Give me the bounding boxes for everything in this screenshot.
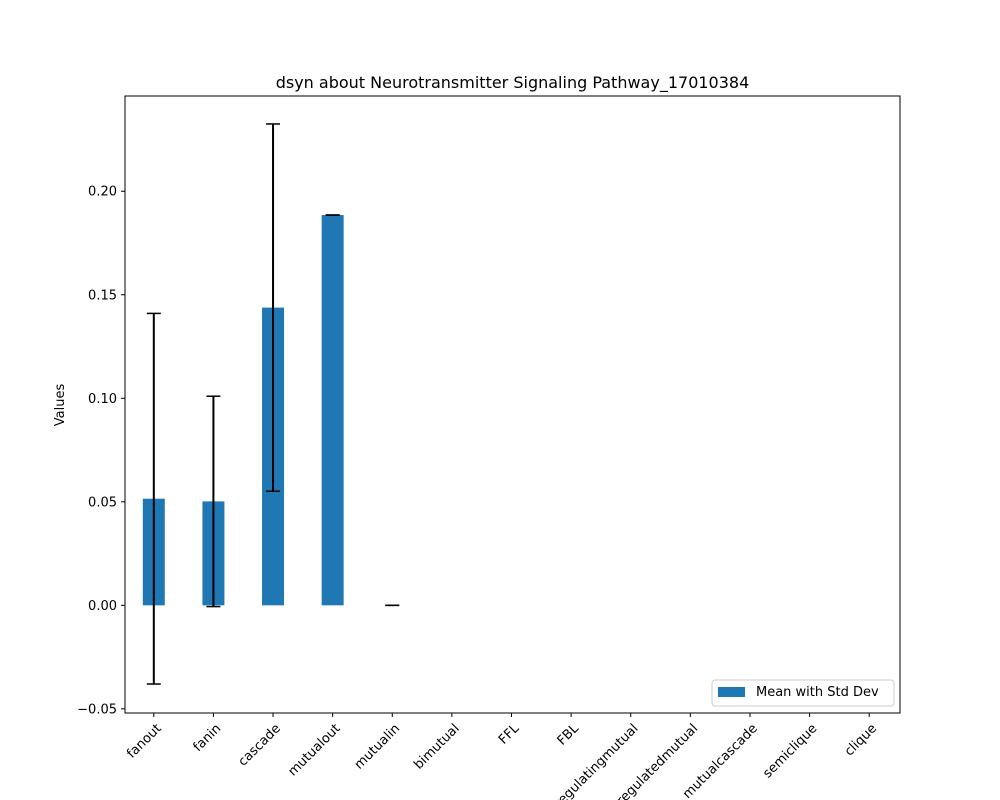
legend-label: Mean with Std Dev	[756, 685, 879, 700]
y-tick-label: 0.10	[88, 392, 117, 407]
y-tick-label: −0.05	[77, 702, 117, 717]
x-tick-label: FBL	[555, 721, 583, 749]
x-axis: fanout fanin cascade mutualout mutualin bimut…	[124, 713, 880, 800]
bar-mutualout	[321, 215, 344, 606]
x-tick-label: mutualin	[352, 721, 403, 772]
y-tick-label: 0.00	[88, 599, 117, 614]
error-bars-layer	[146, 123, 400, 685]
plot-frame	[124, 95, 901, 714]
x-tick-label: bimutual	[411, 721, 462, 772]
y-axis: −0.05 0.00 0.05 0.10 0.15 0.20	[77, 185, 125, 717]
y-tick-label: 0.20	[88, 185, 117, 200]
x-tick-label: cascade	[236, 721, 284, 769]
x-tick-label: FFL	[496, 721, 523, 748]
y-tick-label: 0.05	[88, 495, 117, 510]
bars-layer	[142, 215, 344, 606]
x-tick-label: mutualout	[285, 721, 343, 779]
x-tick-label: fanout	[124, 721, 164, 761]
legend-swatch	[718, 687, 745, 697]
legend-box	[711, 679, 895, 707]
x-tick-label: semiclique	[760, 721, 820, 781]
x-tick-label: clique	[842, 721, 880, 759]
x-tick-label: fanin	[191, 721, 225, 755]
y-tick-label: 0.15	[88, 288, 117, 303]
y-axis-label: Values	[53, 384, 68, 427]
legend: Mean with Std Dev	[711, 679, 895, 707]
chart-title: dsyn about Neurotransmitter Signaling Pa…	[276, 73, 750, 93]
